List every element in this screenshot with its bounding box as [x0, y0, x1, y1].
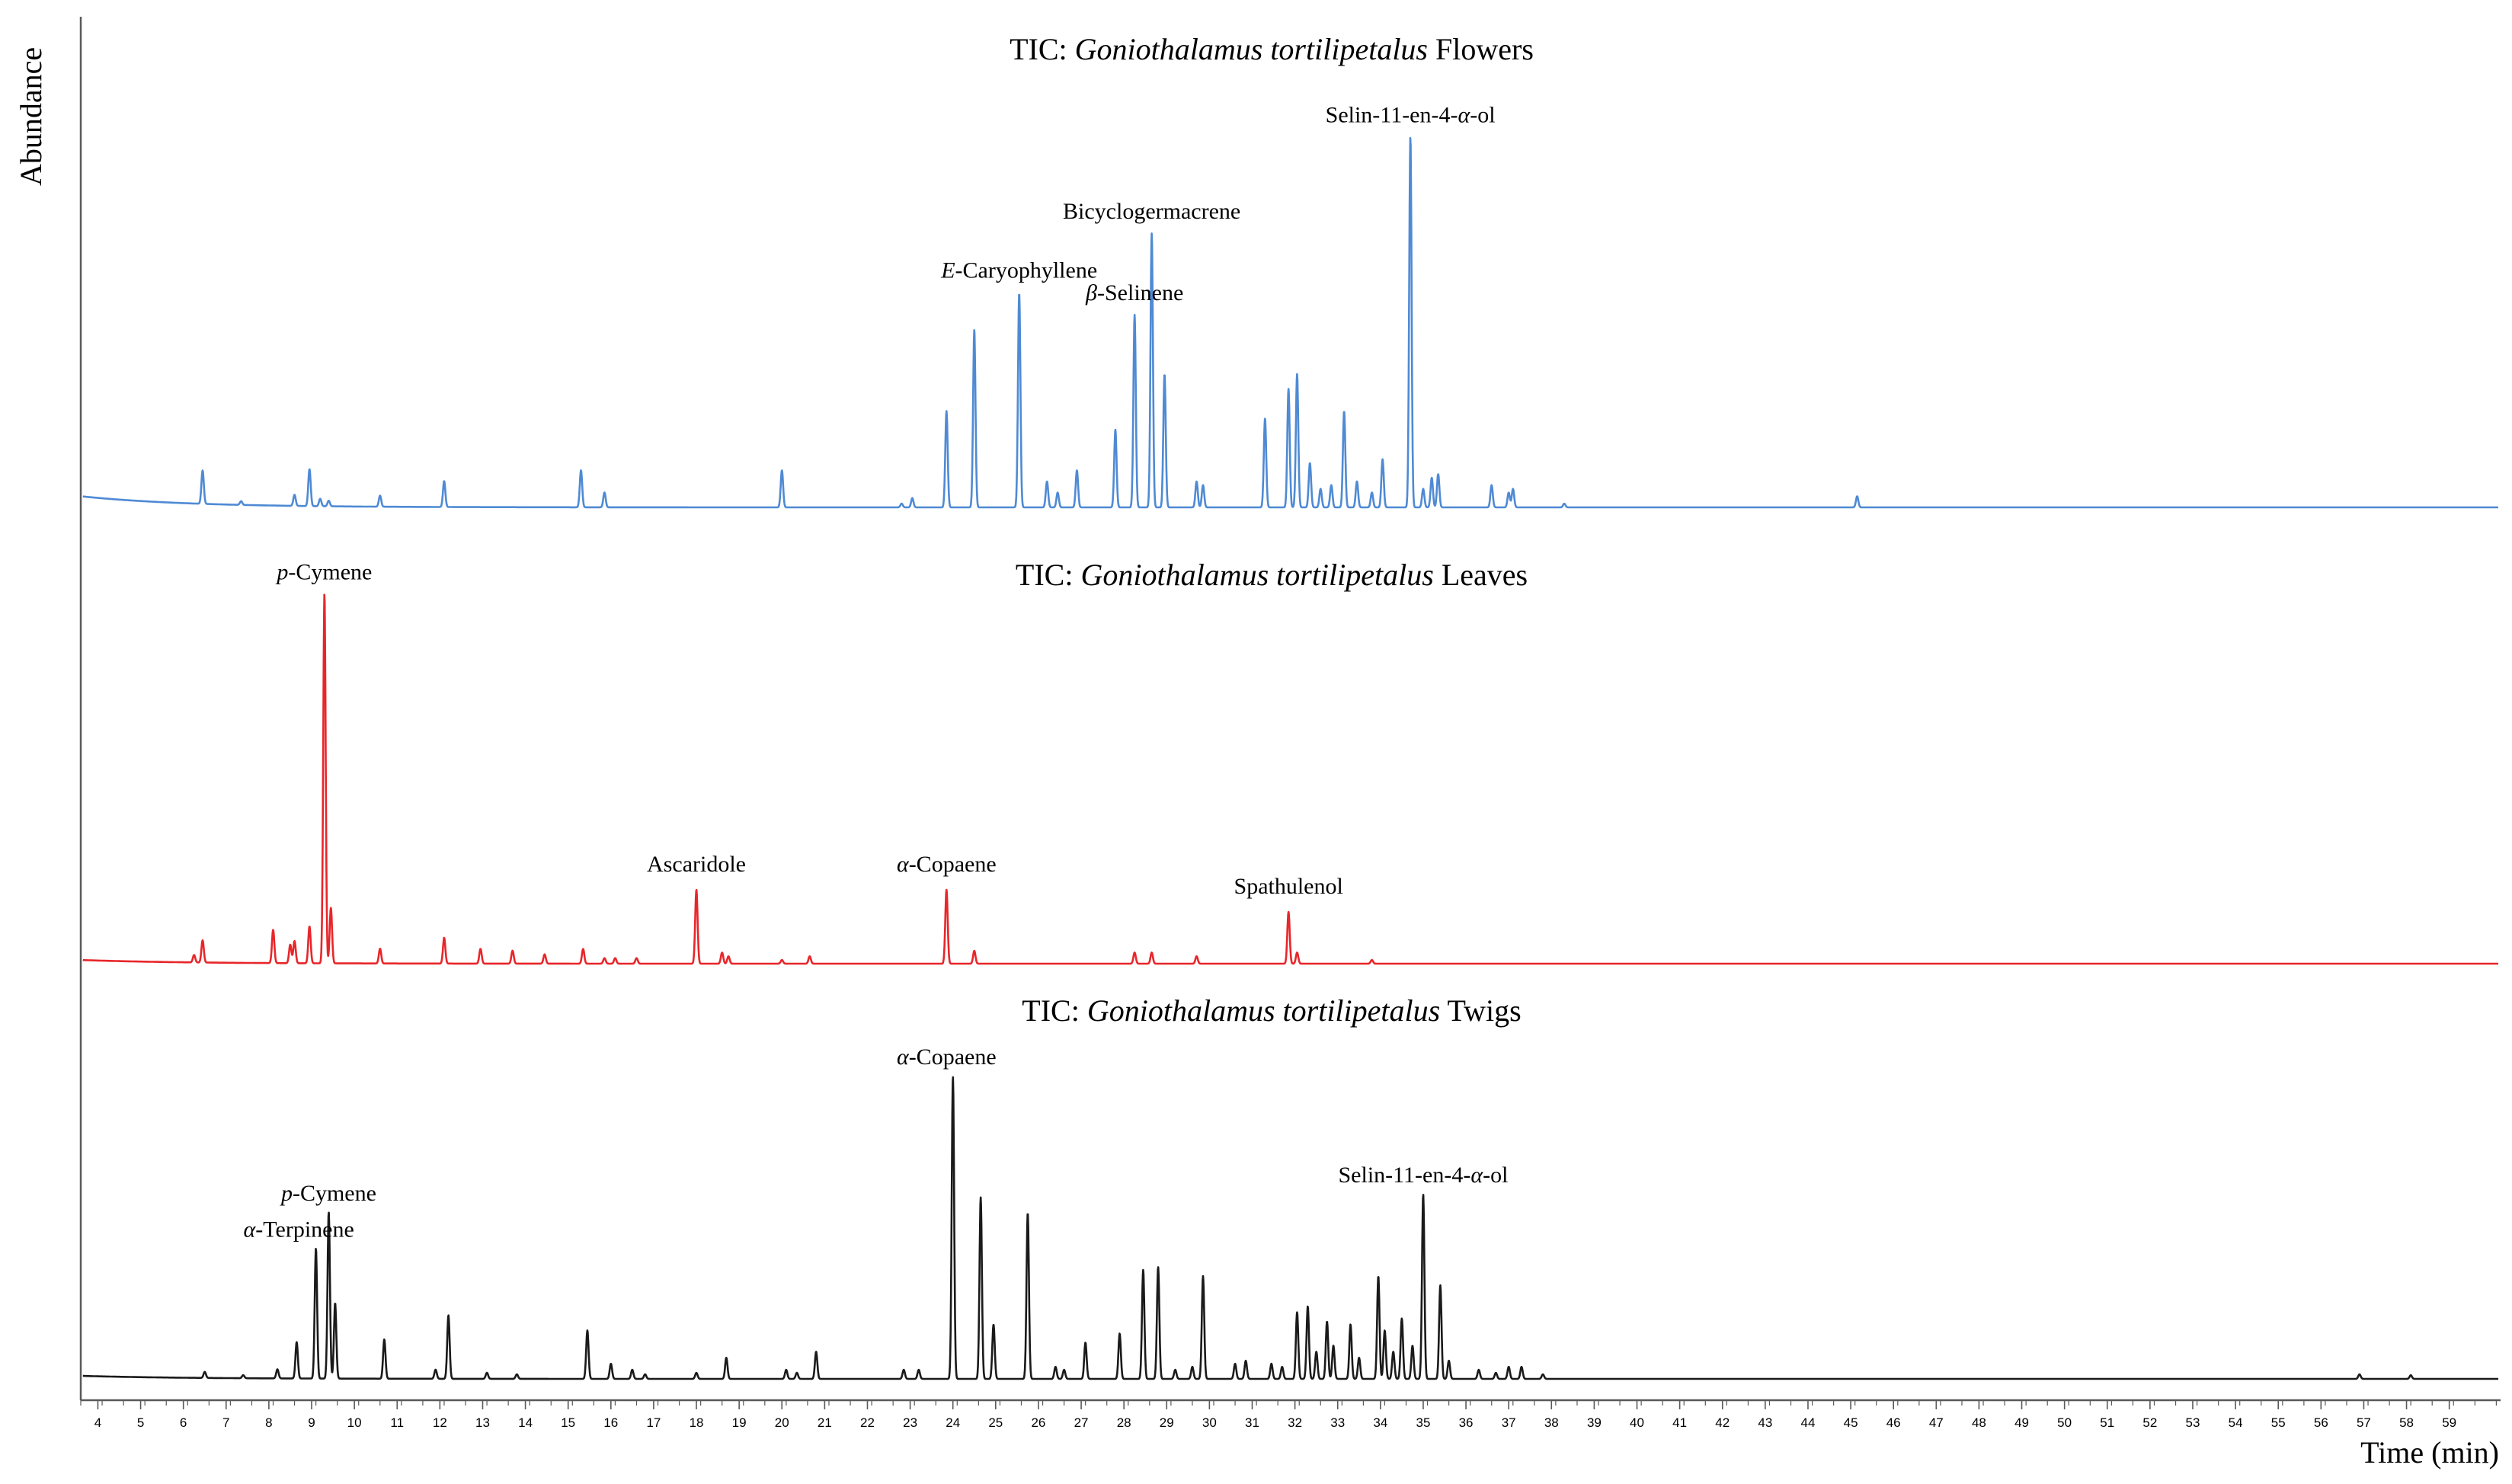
- x-tick-label: 33: [1330, 1415, 1345, 1430]
- x-tick-label: 5: [137, 1415, 144, 1430]
- x-tick-label: 4: [94, 1415, 101, 1430]
- x-tick-label: 51: [2100, 1415, 2114, 1430]
- x-tick-label: 19: [732, 1415, 747, 1430]
- x-tick-label: 50: [2057, 1415, 2072, 1430]
- tic-trace-flowers: [82, 136, 2499, 509]
- x-tick-label: 34: [1373, 1415, 1387, 1430]
- x-tick-label: 36: [1459, 1415, 1474, 1430]
- panel-title-prefix: TIC:: [1010, 32, 1075, 66]
- peak-label: Spathulenol: [1234, 874, 1343, 899]
- peak-label: p-Cymene: [275, 560, 372, 585]
- panel-title-prefix: TIC:: [1016, 558, 1081, 592]
- x-tick-label: 6: [180, 1415, 187, 1430]
- chromatogram-panels: TIC: Goniothalamus tortilipetalus Flower…: [82, 32, 2499, 1380]
- peak-label: Selin-11-en-4-α-ol: [1338, 1163, 1508, 1188]
- peak-label: α-Copaene: [897, 1044, 997, 1070]
- x-tick-label: 11: [390, 1415, 404, 1430]
- tic-trace-leaves: [82, 593, 2499, 965]
- x-tick-label: 32: [1288, 1415, 1302, 1430]
- chromatogram-leaves: TIC: Goniothalamus tortilipetalus Leaves…: [82, 558, 2499, 965]
- x-axis-ticks: 4 5 6 7 8 9 10 11 12 13 14 15 16 17 18 19 20 21 22 23 24 25 26…: [80, 1400, 2497, 1430]
- x-tick-label: 20: [775, 1415, 789, 1430]
- x-tick-label: 17: [646, 1415, 661, 1430]
- x-tick-label: 53: [2186, 1415, 2200, 1430]
- peak-label: p-Cymene: [280, 1181, 376, 1206]
- x-tick-label: 47: [1929, 1415, 1944, 1430]
- x-tick-label: 10: [347, 1415, 362, 1430]
- peak-label: Bicyclogermacrene: [1063, 199, 1240, 224]
- x-tick-label: 42: [1715, 1415, 1730, 1430]
- x-tick-label: 37: [1502, 1415, 1516, 1430]
- x-tick-label: 25: [988, 1415, 1003, 1430]
- x-tick-label: 40: [1630, 1415, 1644, 1430]
- x-tick-label: 45: [1844, 1415, 1858, 1430]
- panel-title-prefix: TIC:: [1022, 993, 1087, 1028]
- x-tick-label: 24: [946, 1415, 960, 1430]
- panel-title: TIC: Goniothalamus tortilipetalus Flower…: [1010, 32, 1534, 66]
- x-tick-label: 9: [308, 1415, 315, 1430]
- panel-title-species: Goniothalamus tortilipetalus: [1075, 32, 1428, 66]
- x-tick-label: 49: [2014, 1415, 2029, 1430]
- x-tick-label: 55: [2271, 1415, 2286, 1430]
- x-tick-label: 16: [603, 1415, 618, 1430]
- x-tick-label: 30: [1202, 1415, 1217, 1430]
- x-tick-label: 38: [1544, 1415, 1559, 1430]
- x-tick-label: 48: [1972, 1415, 1986, 1430]
- x-tick-label: 28: [1117, 1415, 1131, 1430]
- x-tick-label: 35: [1416, 1415, 1430, 1430]
- x-tick-label: 46: [1886, 1415, 1901, 1430]
- x-tick-label: 7: [222, 1415, 229, 1430]
- panel-title-suffix: Flowers: [1428, 32, 1534, 66]
- x-tick-label: 57: [2357, 1415, 2371, 1430]
- x-tick-label: 39: [1587, 1415, 1602, 1430]
- x-tick-label: 29: [1160, 1415, 1174, 1430]
- tic-trace-twigs: [82, 1076, 2499, 1380]
- x-tick-label: 43: [1758, 1415, 1772, 1430]
- x-tick-label: 27: [1074, 1415, 1089, 1430]
- x-tick-label: 14: [518, 1415, 533, 1430]
- x-axis-label: Time (min): [2360, 1435, 2499, 1470]
- peak-label: E-Caryophyllene: [940, 258, 1097, 283]
- peak-label: Ascaridole: [647, 852, 746, 877]
- x-tick-label: 22: [860, 1415, 875, 1430]
- peak-label: α-Copaene: [897, 852, 997, 877]
- x-tick-label: 44: [1801, 1415, 1816, 1430]
- x-tick-label: 56: [2314, 1415, 2328, 1430]
- panel-title-suffix: Leaves: [1434, 558, 1528, 592]
- panel-title: TIC: Goniothalamus tortilipetalus Leaves: [1016, 558, 1528, 592]
- x-tick-label: 52: [2142, 1415, 2157, 1430]
- y-axis-label: Abundance: [14, 47, 48, 186]
- chromatogram-twigs: TIC: Goniothalamus tortilipetalus Twigs α…: [82, 993, 2499, 1380]
- x-tick-label: 31: [1245, 1415, 1259, 1430]
- x-tick-label: 13: [475, 1415, 490, 1430]
- x-tick-label: 21: [818, 1415, 832, 1430]
- x-tick-label: 23: [903, 1415, 917, 1430]
- x-tick-label: 54: [2229, 1415, 2243, 1430]
- x-tick-label: 12: [433, 1415, 447, 1430]
- x-tick-label: 41: [1672, 1415, 1687, 1430]
- x-tick-label: 18: [690, 1415, 704, 1430]
- x-tick-label: 15: [561, 1415, 575, 1430]
- panel-title: TIC: Goniothalamus tortilipetalus Twigs: [1022, 993, 1521, 1028]
- panel-title-species: Goniothalamus tortilipetalus: [1080, 558, 1433, 592]
- x-tick-label: 8: [265, 1415, 272, 1430]
- panel-title-species: Goniothalamus tortilipetalus: [1087, 993, 1440, 1028]
- chromatogram-flowers: TIC: Goniothalamus tortilipetalus Flower…: [82, 32, 2499, 509]
- x-tick-label: 58: [2399, 1415, 2414, 1430]
- x-tick-label: 59: [2442, 1415, 2456, 1430]
- peak-label: β-Selinene: [1085, 280, 1183, 305]
- panel-title-suffix: Twigs: [1440, 993, 1521, 1028]
- peak-label: Selin-11-en-4-α-ol: [1326, 103, 1496, 128]
- x-tick-label: 26: [1031, 1415, 1045, 1430]
- peak-label: α-Terpinene: [244, 1217, 354, 1242]
